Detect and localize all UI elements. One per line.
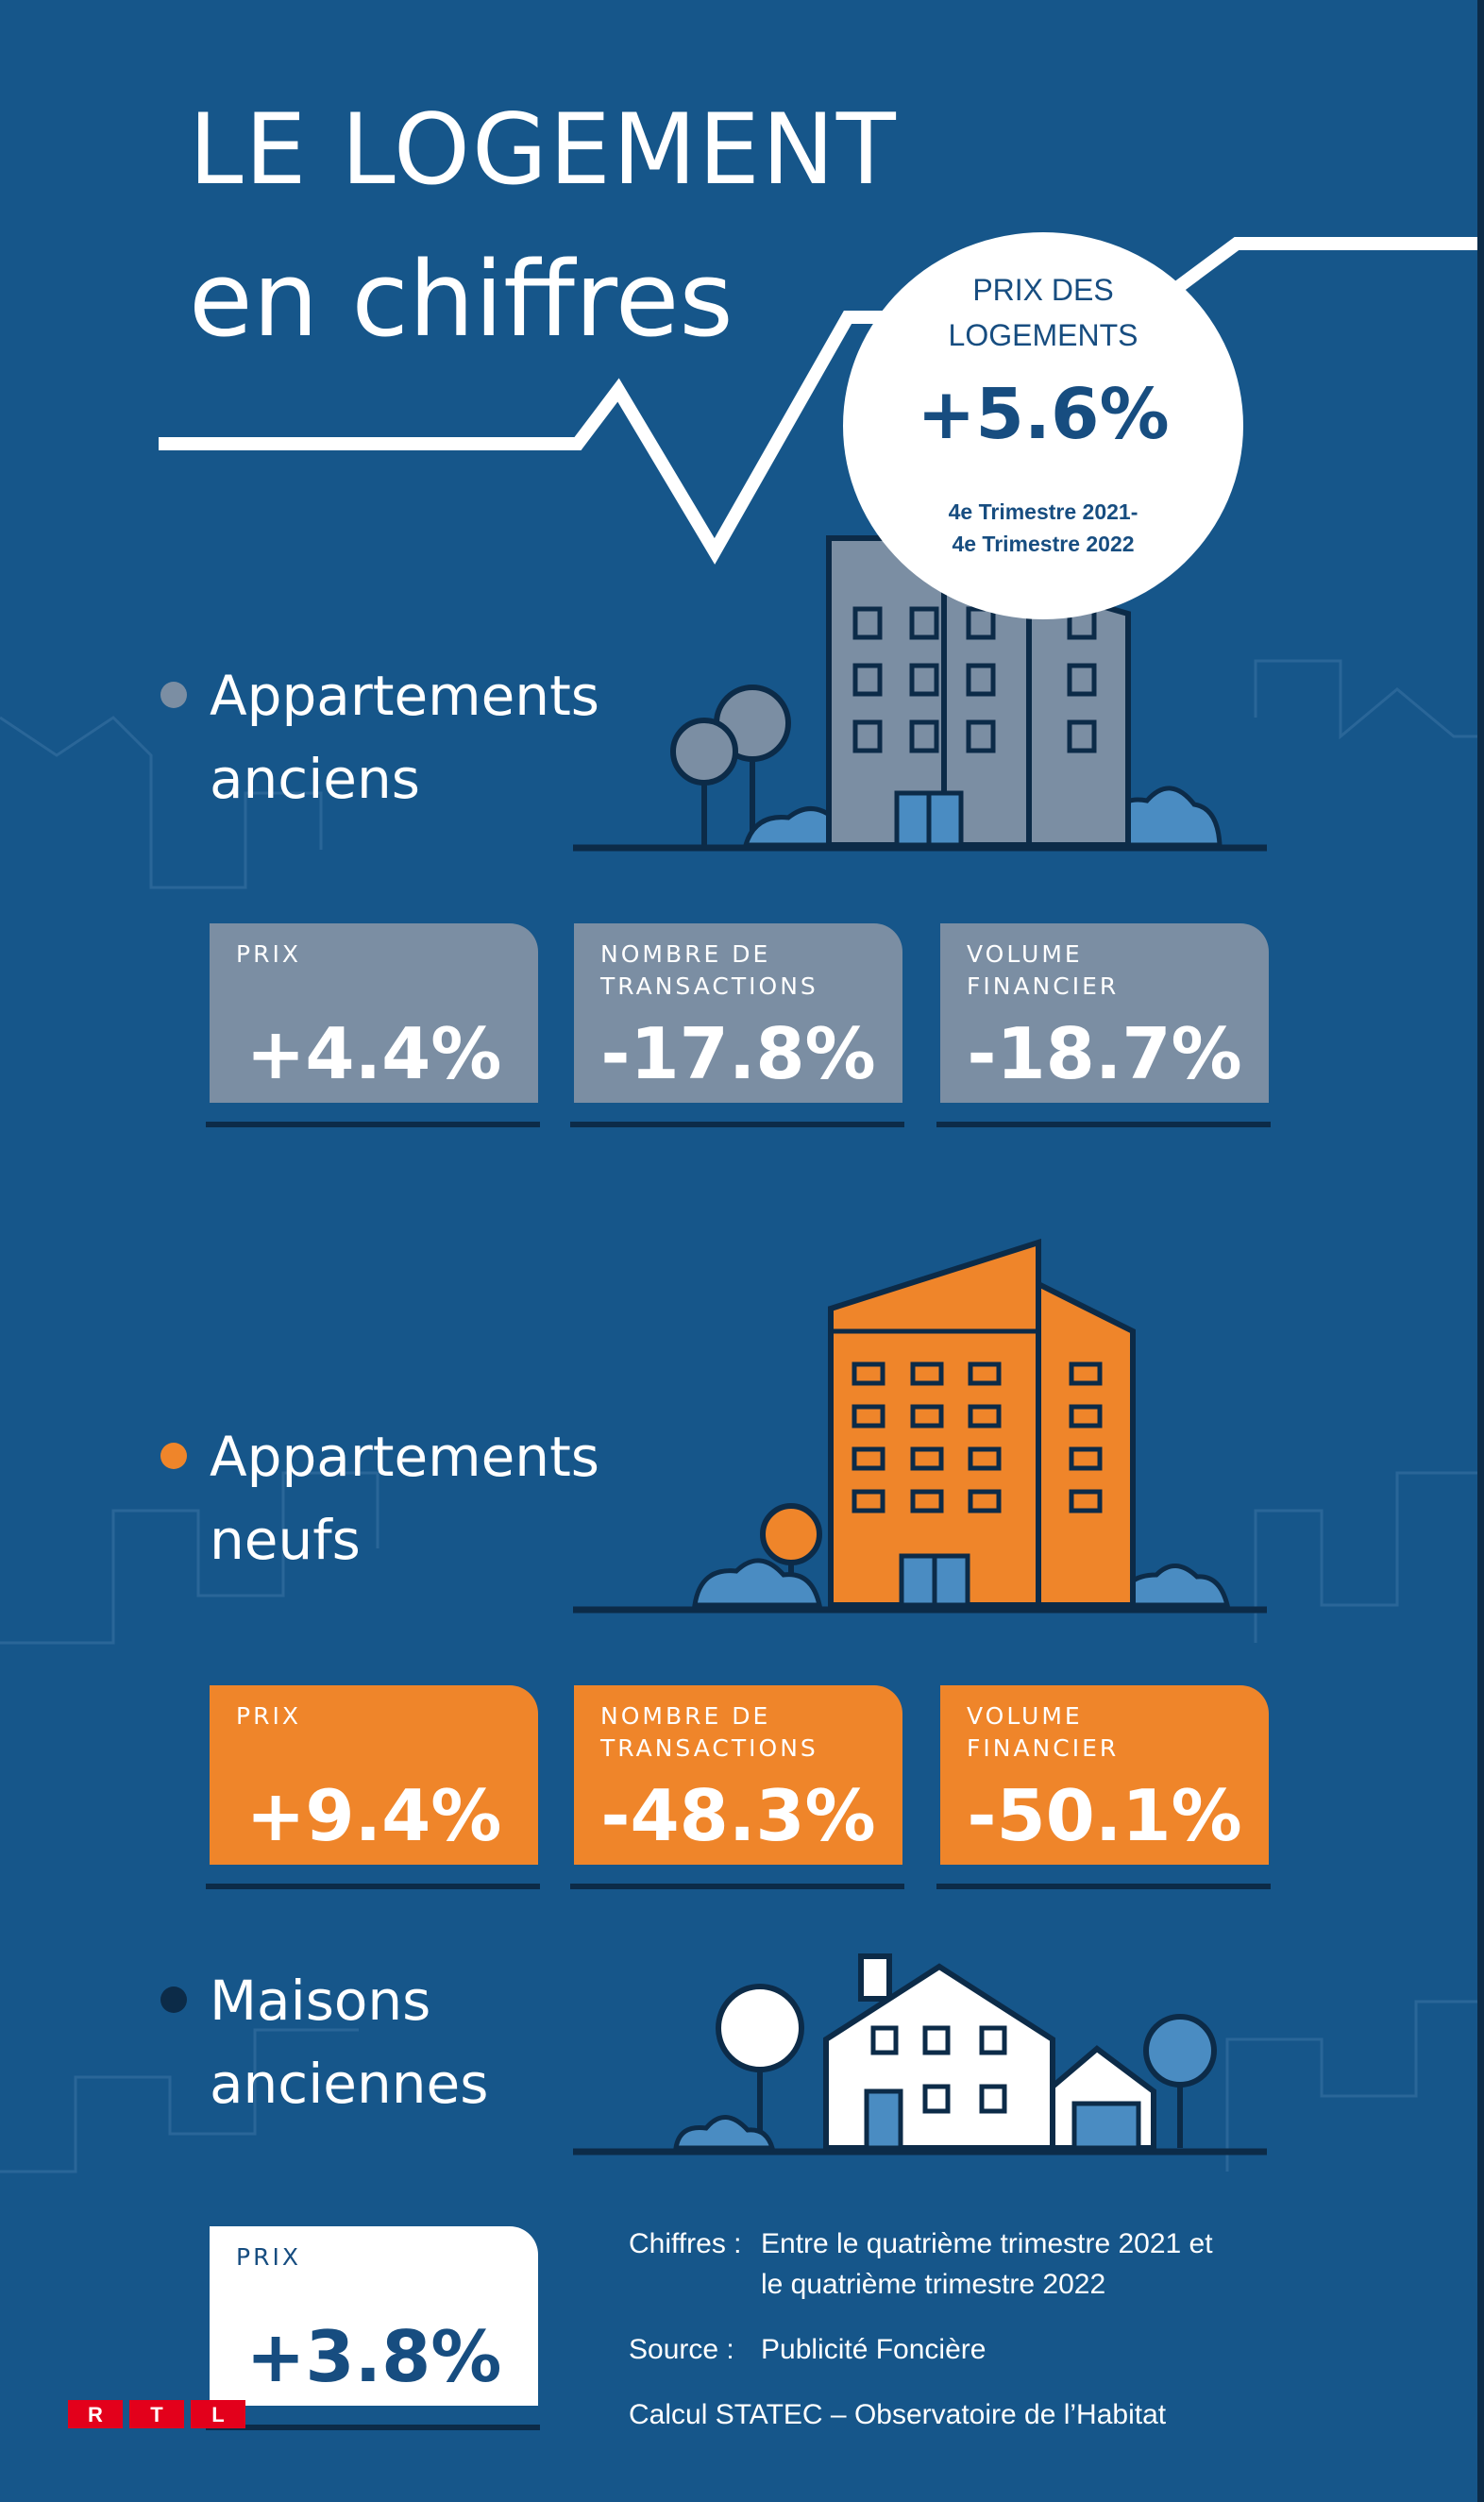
card-underline — [206, 1122, 540, 1127]
old-houses-price-card: PRIX +3.8% — [210, 2226, 538, 2406]
old-apartments-bullet — [160, 682, 187, 708]
new-apartments-volume-card: VOLUME FINANCIER -50.1% — [940, 1685, 1269, 1865]
card-value: -50.1% — [967, 1774, 1242, 1857]
card-label: VOLUME FINANCIER — [967, 1702, 1120, 1762]
price-trend-line — [159, 237, 1477, 565]
old-apartments-transactions-card: NOMBRE DE TRANSACTIONS -17.8% — [574, 923, 902, 1103]
headline-value: +5.6% — [917, 374, 1170, 455]
old-houses-title-line-1: Maisons — [210, 1969, 431, 2033]
new-apartment-building-illustration — [573, 1238, 1267, 1614]
card-value: +9.4% — [245, 1774, 502, 1857]
card-value: -18.7% — [967, 1012, 1242, 1095]
new-apartments-bullet — [160, 1443, 187, 1469]
note-chiffres-line-2: le quatrième trimestre 2022 — [761, 2269, 1106, 2300]
card-label: PRIX — [236, 2243, 301, 2271]
card-value: +4.4% — [245, 1012, 502, 1095]
new-apartments-price-card: PRIX +9.4% — [210, 1685, 538, 1865]
card-underline — [570, 1122, 904, 1127]
card-label: NOMBRE DE TRANSACTIONS — [600, 1702, 818, 1762]
title-line-2: en chiffres — [189, 239, 734, 360]
note-source-key: Source : — [629, 2334, 734, 2365]
headline-label-line-2: LOGEMENTS — [948, 318, 1138, 352]
card-underline — [570, 1884, 904, 1889]
old-apartments-title-line-1: Appartements — [210, 664, 600, 728]
note-calcul: Calcul STATEC – Observatoire de l’Habita… — [629, 2399, 1167, 2430]
note-chiffres-key: Chiffres : — [629, 2228, 742, 2259]
rtl-logo-letter: R — [88, 2403, 103, 2426]
card-value: -17.8% — [600, 1012, 876, 1095]
card-underline — [206, 1884, 540, 1889]
card-value: +3.8% — [245, 2315, 502, 2398]
old-apartments-volume-card: VOLUME FINANCIER -18.7% — [940, 923, 1269, 1103]
card-label: PRIX — [236, 940, 301, 968]
headline-period-line-1: 4e Trimestre 2021- — [948, 499, 1138, 524]
rtl-logo-letter: L — [211, 2403, 224, 2426]
card-underline — [206, 2425, 540, 2430]
card-label: NOMBRE DE TRANSACTIONS — [600, 940, 818, 1000]
rtl-logo-letter: T — [150, 2403, 163, 2426]
new-apartments-title-line-1: Appartements — [210, 1425, 600, 1489]
rtl-logo: R T L — [68, 2400, 245, 2428]
note-source-value: Publicité Foncière — [761, 2334, 987, 2365]
new-apartments-transactions-card: NOMBRE DE TRANSACTIONS -48.3% — [574, 1685, 902, 1865]
old-houses-bullet — [160, 1986, 187, 2013]
card-label: VOLUME FINANCIER — [967, 940, 1120, 1000]
old-apartments-price-card: PRIX +4.4% — [210, 923, 538, 1103]
right-border — [1477, 0, 1484, 2502]
old-houses-title-line-2: anciennes — [210, 2052, 489, 2116]
headline-label-line-1: PRIX DES — [972, 273, 1114, 307]
new-apartments-title-line-2: neufs — [210, 1508, 361, 1572]
card-underline — [936, 1122, 1271, 1127]
old-house-illustration — [573, 1953, 1267, 2155]
old-apartments-title-line-2: anciens — [210, 747, 420, 811]
card-label: PRIX — [236, 1702, 301, 1730]
note-chiffres-line-1: Entre le quatrième trimestre 2021 et — [761, 2228, 1213, 2259]
card-underline — [936, 1884, 1271, 1889]
title-line-1: LE LOGEMENT — [189, 93, 898, 207]
headline-price-badge: PRIX DES LOGEMENTS +5.6% 4e Trimestre 20… — [843, 232, 1243, 619]
card-value: -48.3% — [600, 1774, 876, 1857]
headline-period-line-2: 4e Trimestre 2022 — [952, 532, 1135, 556]
